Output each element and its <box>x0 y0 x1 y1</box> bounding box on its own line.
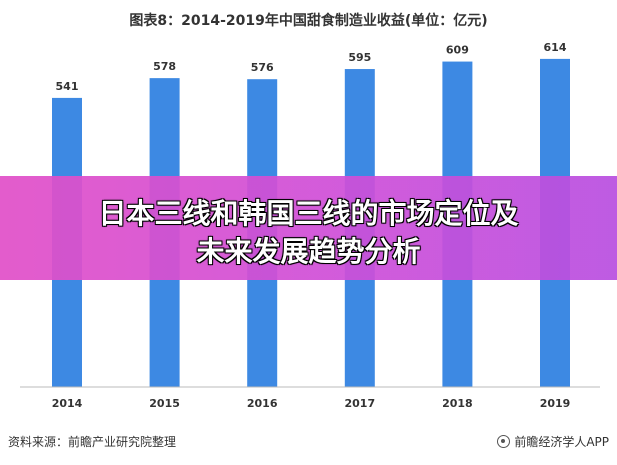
value-label-2017: 595 <box>348 51 371 64</box>
x-tick-2017: 2017 <box>344 397 375 410</box>
x-tick-2016: 2016 <box>247 397 278 410</box>
value-label-group: 541 578 576 595 609 614 <box>56 41 567 93</box>
banner-title-line-2: 未来发展趋势分析 <box>196 235 421 268</box>
brand-credit: 前瞻经济学人APP <box>497 433 609 450</box>
value-label-2015: 578 <box>153 60 176 73</box>
tick-label-group: 2014 2015 2016 2017 2018 2019 <box>52 397 571 410</box>
x-tick-2014: 2014 <box>52 397 83 410</box>
title-banner <box>0 176 617 280</box>
value-label-2018: 609 <box>446 44 469 57</box>
value-label-2016: 576 <box>251 61 274 74</box>
chart-title: 图表8：2014-2019年中国甜食制造业收益(单位：亿元) <box>129 13 488 29</box>
brand-name: 前瞻经济学人APP <box>514 435 609 449</box>
value-label-2019: 614 <box>544 41 567 54</box>
value-label-2014: 541 <box>56 80 79 93</box>
x-tick-2015: 2015 <box>149 397 180 410</box>
banner-title-line-1: 日本三线和韩国三线的市场定位及 <box>98 197 519 230</box>
x-tick-2019: 2019 <box>540 397 571 410</box>
x-tick-2018: 2018 <box>442 397 473 410</box>
source-note: 资料来源：前瞻产业研究院整理 <box>8 435 177 449</box>
brand-logo-icon <box>497 435 511 448</box>
